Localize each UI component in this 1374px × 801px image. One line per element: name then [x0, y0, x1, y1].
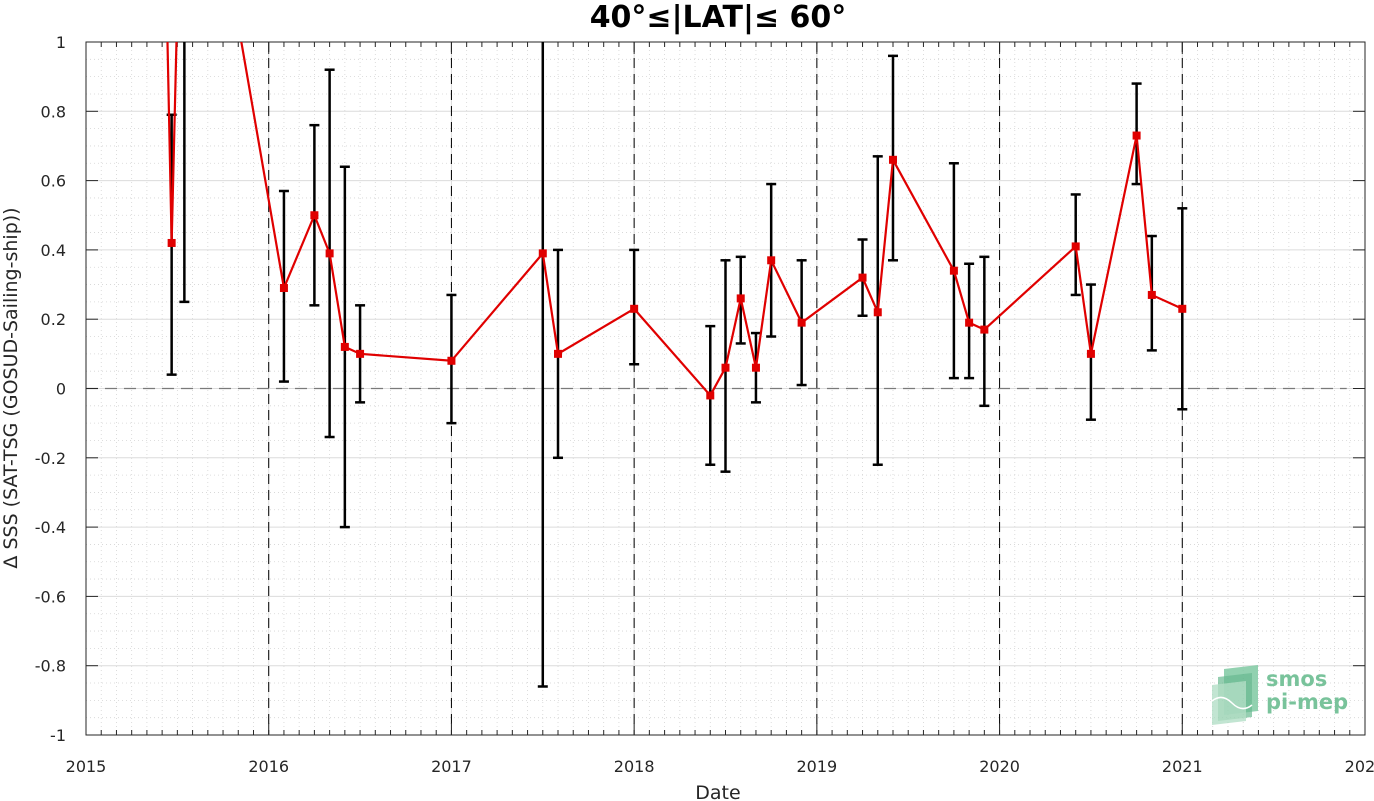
data-point — [980, 325, 989, 334]
data-point — [888, 155, 897, 164]
x-tick-label: 2017 — [431, 757, 472, 776]
data-point — [340, 342, 349, 351]
data-point — [736, 294, 745, 303]
data-point — [630, 304, 639, 313]
data-point — [447, 356, 456, 365]
year-boundary-lines — [268, 42, 1183, 735]
x-tick-label: 2020 — [979, 757, 1020, 776]
logo-text-smos: smos — [1266, 667, 1327, 691]
y-axis-label: Δ SSS (SAT-TSG (GOSUD-Sailing-ship)) — [0, 207, 22, 568]
data-point — [949, 266, 958, 275]
y-tick-label: -0.4 — [35, 518, 66, 537]
x-tick-label: 2019 — [796, 757, 837, 776]
data-point — [721, 363, 730, 372]
data-markers — [167, 131, 1187, 400]
data-point — [706, 391, 715, 400]
y-tick-label: -0.8 — [35, 657, 66, 676]
data-point — [325, 249, 334, 258]
data-point — [310, 211, 319, 220]
data-point — [554, 349, 563, 358]
y-tick-label: -0.2 — [35, 449, 66, 468]
data-point — [538, 249, 547, 258]
x-tick-label: 2022 — [1345, 757, 1374, 776]
x-tick-label: 2021 — [1162, 757, 1203, 776]
y-tick-label: 1 — [56, 33, 66, 52]
smos-pimep-logo: smos pi-mep — [1211, 665, 1348, 725]
y-tick-label: 0.8 — [41, 102, 66, 121]
data-point — [279, 284, 288, 293]
data-point — [1178, 304, 1187, 313]
x-axis-label: Date — [695, 782, 740, 801]
data-point — [858, 273, 867, 282]
y-tick-label: 0 — [56, 380, 66, 399]
y-tick-label: 0.4 — [41, 241, 66, 260]
data-point — [1086, 349, 1095, 358]
chart-title: 40°≤|LAT|≤ 60° — [590, 0, 847, 35]
x-tick-labels: 2015 2016 2017 2018 2019 2020 2021 2022 — [66, 757, 1374, 776]
y-tick-label: 0.6 — [41, 172, 66, 191]
data-point — [356, 349, 365, 358]
y-tick-label: 0.2 — [41, 310, 66, 329]
data-point — [1071, 242, 1080, 251]
y-tick-label: -0.6 — [35, 587, 66, 606]
x-tick-label: 2018 — [614, 757, 655, 776]
data-point — [167, 238, 176, 247]
data-point — [751, 363, 760, 372]
x-tick-label: 2016 — [248, 757, 289, 776]
logo-text-pimep: pi-mep — [1266, 690, 1348, 714]
data-point — [873, 308, 882, 317]
x-tick-label: 2015 — [66, 757, 107, 776]
data-point — [1132, 131, 1141, 140]
y-tick-labels: 1 0.8 0.6 0.4 0.2 0 -0.2 -0.4 -0.6 -0.8 -1 — [35, 33, 66, 745]
y-tick-label: -1 — [50, 726, 66, 745]
data-point — [767, 256, 776, 265]
data-point — [1147, 290, 1156, 299]
data-point — [965, 318, 974, 327]
logo-mark-icon — [1211, 665, 1258, 725]
data-point — [797, 318, 806, 327]
